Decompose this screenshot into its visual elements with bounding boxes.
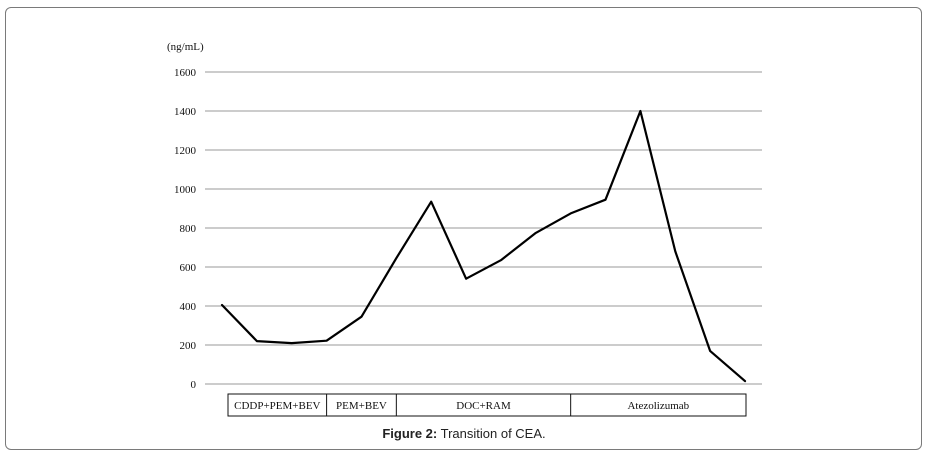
y-tick-1200: 1200 (174, 145, 197, 157)
phase-label-2: PEM+BEV (336, 400, 387, 412)
phase-label-1: CDDP+PEM+BEV (234, 400, 320, 412)
cea-series (220, 109, 747, 383)
phase-label-3: DOC+RAM (456, 400, 511, 412)
cea-line (220, 109, 747, 383)
y-axis-label: (ng/mL) (167, 41, 204, 53)
phase-label-4: Atezolizumab (627, 400, 689, 412)
y-tick-400: 400 (180, 301, 197, 313)
y-tick-800: 800 (180, 223, 197, 235)
figure-caption: Figure 2: Transition of CEA. (0, 426, 928, 441)
caption-label: Figure 2: (382, 426, 438, 441)
caption-text: Transition of CEA. (437, 426, 546, 441)
y-tick-1400: 1400 (174, 106, 197, 118)
y-gridlines (205, 71, 762, 385)
treatment-phase-table: CDDP+PEM+BEV PEM+BEV DOC+RAM Atezolizumab (227, 393, 747, 417)
y-tick-labels: 0 200 400 600 800 1000 1200 1400 1600 (174, 67, 197, 391)
phase-table-border (227, 393, 747, 417)
y-tick-0: 0 (191, 379, 197, 391)
y-tick-600: 600 (180, 262, 197, 274)
y-tick-1600: 1600 (174, 67, 197, 79)
y-tick-200: 200 (180, 340, 197, 352)
y-tick-1000: 1000 (174, 184, 197, 196)
